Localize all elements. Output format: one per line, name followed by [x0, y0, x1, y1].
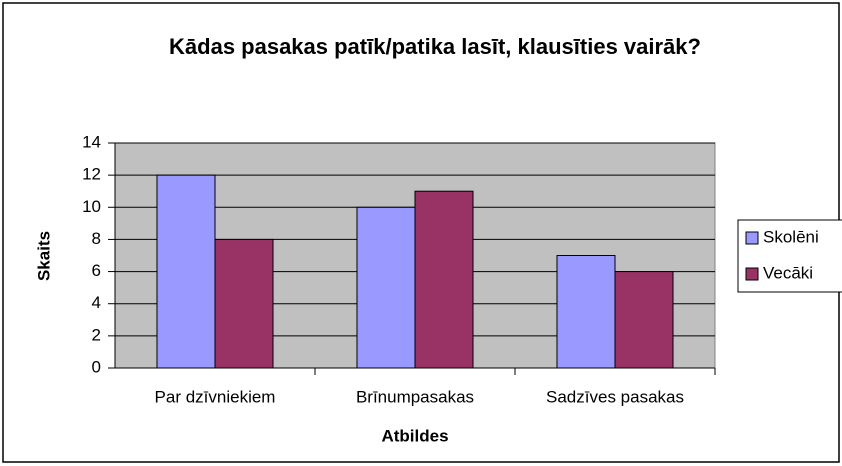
- bar: [556, 255, 616, 369]
- bar: [414, 190, 474, 369]
- y-tick-label: 12: [82, 165, 101, 184]
- x-tick-label: Par dzīvniekiem: [155, 387, 276, 406]
- y-tick-label: 10: [82, 197, 101, 216]
- legend-label: Skolēni: [763, 227, 819, 246]
- legend-swatch: [745, 231, 759, 245]
- bar: [214, 238, 274, 369]
- chart-title: Kādas pasakas patīk/patika lasīt, klausī…: [169, 34, 701, 59]
- legend-swatch: [745, 267, 759, 281]
- y-tick-label: 0: [92, 357, 101, 376]
- y-tick-label: 14: [82, 132, 101, 151]
- y-tick-label: 8: [92, 229, 101, 248]
- legend-label: Vecāki: [763, 263, 813, 282]
- y-tick-label: 6: [92, 261, 101, 280]
- y-tick-label: 2: [92, 325, 101, 344]
- bar: [356, 206, 416, 369]
- y-tick-label: 4: [92, 293, 101, 312]
- x-tick-label: Brīnumpasakas: [356, 387, 474, 406]
- bar: [156, 174, 216, 369]
- x-axis-title: Atbildes: [381, 426, 448, 445]
- y-axis-title: Skaits: [34, 231, 53, 281]
- bar: [614, 271, 674, 369]
- x-tick-label: Sadzīves pasakas: [546, 387, 684, 406]
